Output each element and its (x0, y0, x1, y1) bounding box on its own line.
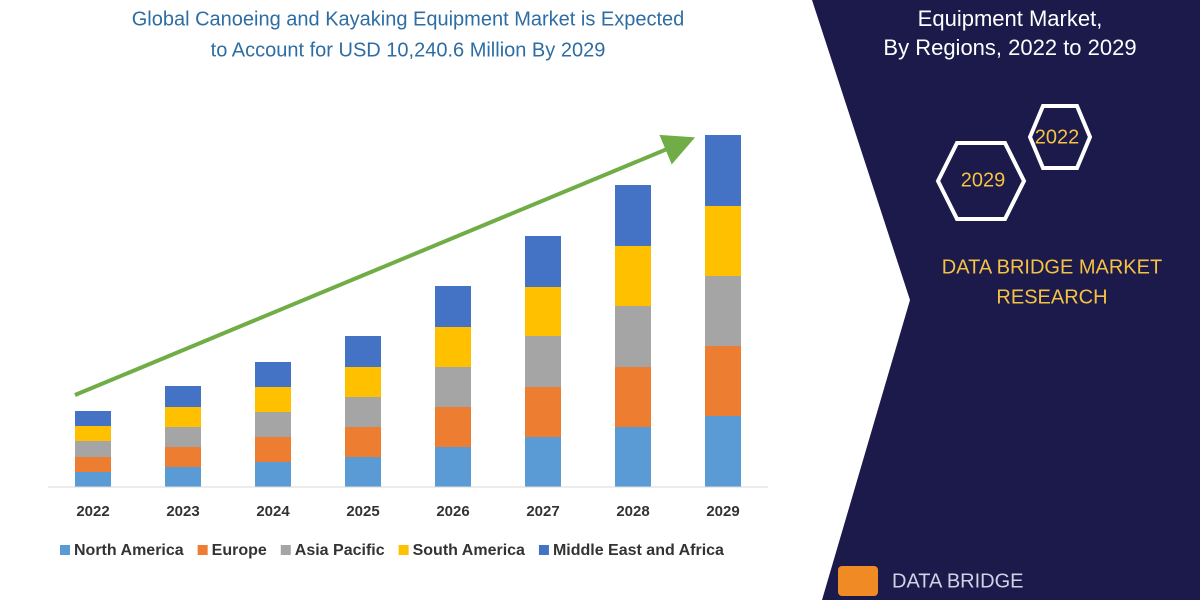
x-tick-label: 2024 (256, 503, 290, 520)
bar-segment (525, 236, 561, 287)
bar-segment (165, 447, 201, 467)
x-tick-label: 2022 (76, 503, 109, 520)
bar-segment (165, 427, 201, 447)
bar-segment (615, 367, 651, 427)
bar-segment (75, 411, 111, 426)
badge-hexagon (935, 141, 1027, 221)
bar-segment (615, 427, 651, 487)
chart-title: to Account for USD 10,240.6 Million By 2… (211, 39, 606, 61)
chart-title: Global Canoeing and Kayaking Equipment M… (132, 8, 685, 30)
bar-segment (165, 386, 201, 407)
legend-swatch (538, 545, 549, 555)
badge: 2029 (961, 169, 1006, 191)
legend-label: Europe (212, 542, 267, 559)
bar-segment (435, 407, 471, 447)
x-tick-label: 2026 (436, 503, 469, 520)
bar-segment (75, 457, 111, 472)
bar-segment (345, 367, 381, 397)
bar-segment (75, 472, 111, 487)
bar-segment (615, 246, 651, 306)
x-tick-label: 2028 (616, 503, 649, 520)
bar-segment (705, 416, 741, 487)
bar-segment (345, 427, 381, 457)
bar-segment (255, 412, 291, 437)
bar-segment (435, 286, 471, 327)
logo: DATA BRIDGE (892, 570, 1024, 592)
x-tick-label: 2023 (166, 503, 199, 520)
side-panel (812, 0, 1200, 600)
legend-label: Asia Pacific (295, 542, 385, 559)
bar-segment (255, 462, 291, 487)
bar-segment (255, 437, 291, 462)
bar-segment (435, 367, 471, 407)
badge-hexagon (1027, 104, 1093, 170)
legend-swatch (398, 545, 409, 555)
bar-segment (525, 437, 561, 487)
x-tick-label: 2025 (346, 503, 379, 520)
legend-label: North America (74, 542, 184, 559)
bar-segment (165, 467, 201, 487)
bar-segment (615, 185, 651, 246)
side-title: Equipment Market, (918, 6, 1103, 31)
legend-swatch (60, 545, 70, 555)
logo-icon (838, 566, 878, 596)
x-tick-label: 2029 (706, 503, 739, 520)
bar-segment (255, 387, 291, 412)
bar-segment (705, 206, 741, 276)
side-title: By Regions, 2022 to 2029 (883, 35, 1136, 60)
bar-segment (435, 327, 471, 367)
bar-segment (75, 426, 111, 441)
bar-segment (435, 447, 471, 487)
legend-swatch (197, 545, 208, 555)
bar-segment (705, 346, 741, 416)
bar-segment (255, 362, 291, 387)
bar-segment (345, 336, 381, 367)
bar-segment (705, 135, 741, 206)
bar-segment (525, 336, 561, 387)
legend-label: Middle East and Africa (553, 542, 724, 559)
x-tick-label: 2027 (526, 503, 559, 520)
bar-segment (345, 457, 381, 487)
brand: DATA BRIDGE MARKET (942, 256, 1162, 278)
legend-label: South America (413, 542, 525, 559)
bar-segment (615, 306, 651, 367)
bar-segment (525, 387, 561, 437)
bar-segment (525, 287, 561, 336)
bar-segment (705, 276, 741, 346)
badge: 2022 (1035, 126, 1080, 148)
bar-segment (75, 441, 111, 457)
bar-segment (165, 407, 201, 427)
legend-swatch (280, 545, 291, 555)
trend-arrow (74, 134, 696, 397)
bar-segment (345, 397, 381, 427)
brand: RESEARCH (996, 286, 1107, 308)
